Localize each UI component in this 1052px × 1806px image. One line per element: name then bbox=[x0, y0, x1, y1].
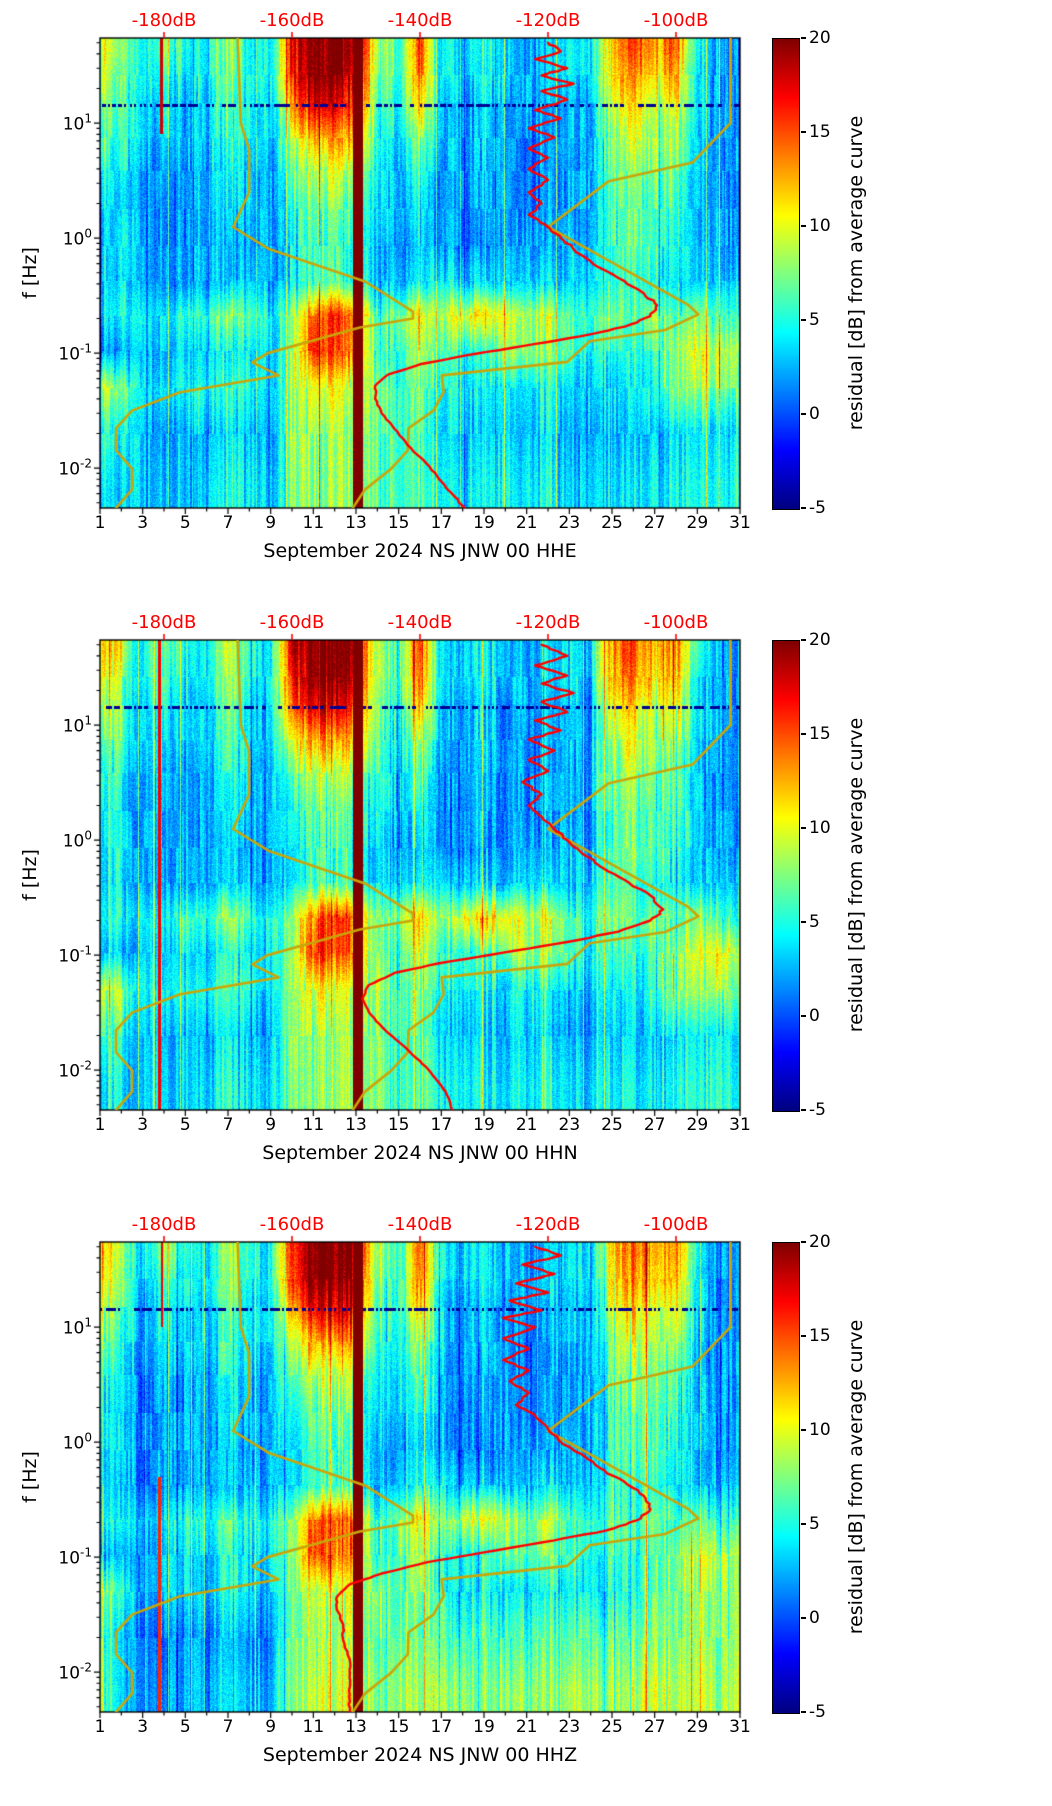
colorbar bbox=[772, 640, 800, 1112]
colorbar-tick-label: 20 bbox=[809, 1232, 831, 1252]
colorbar-label: residual [dB] from average curve bbox=[845, 1319, 867, 1635]
colorbar-tick-mark bbox=[801, 733, 806, 735]
colorbar-tick-mark bbox=[801, 225, 806, 227]
colorbar-tick-label: 5 bbox=[809, 310, 820, 330]
colorbar-label: residual [dB] from average curve bbox=[845, 115, 867, 431]
colorbar-label: residual [dB] from average curve bbox=[845, 717, 867, 1033]
y-tick-label: 10-2 bbox=[58, 456, 92, 480]
colorbar-tick-mark bbox=[801, 1523, 806, 1525]
colorbar-tick-label: -5 bbox=[809, 1100, 826, 1120]
colorbar-tick-mark bbox=[801, 131, 806, 133]
colorbar-tick-label: 10 bbox=[809, 1420, 831, 1440]
axes-and-psd-curves-canvas bbox=[88, 628, 752, 1122]
y-axis-label: f [Hz] bbox=[19, 1451, 41, 1503]
colorbar-tick-mark bbox=[801, 319, 806, 321]
axes-and-psd-curves-canvas bbox=[88, 1230, 752, 1724]
colorbar-tick-mark bbox=[801, 1429, 806, 1431]
colorbar-tick-label: 5 bbox=[809, 1514, 820, 1534]
colorbar-tick-mark bbox=[801, 639, 806, 641]
y-tick-label: 10-1 bbox=[58, 1545, 92, 1569]
spectrogram-plot-hhn bbox=[88, 628, 752, 1122]
colorbar-tick-mark bbox=[801, 1711, 806, 1713]
colorbar-gradient-canvas bbox=[773, 39, 799, 509]
colorbar-tick-mark bbox=[801, 1617, 806, 1619]
colorbar-tick-mark bbox=[801, 1109, 806, 1111]
y-tick-label: 10-1 bbox=[58, 341, 92, 365]
colorbar-tick-label: 10 bbox=[809, 216, 831, 236]
colorbar-gradient-canvas bbox=[773, 1243, 799, 1713]
y-tick-label: 10-1 bbox=[58, 943, 92, 967]
axes-and-psd-curves-canvas bbox=[88, 26, 752, 520]
x-axis-title: September 2024 NS JNW 00 HHN bbox=[262, 1142, 578, 1164]
colorbar-tick-label: 5 bbox=[809, 912, 820, 932]
x-axis-title: September 2024 NS JNW 00 HHZ bbox=[262, 1744, 578, 1766]
colorbar-gradient-canvas bbox=[773, 641, 799, 1111]
y-axis-label: f [Hz] bbox=[19, 247, 41, 299]
colorbar-tick-mark bbox=[801, 1241, 806, 1243]
colorbar-tick-mark bbox=[801, 37, 806, 39]
colorbar bbox=[772, 38, 800, 510]
spectrogram-plot-hhz bbox=[88, 1230, 752, 1724]
colorbar-tick-label: 10 bbox=[809, 818, 831, 838]
colorbar-tick-label: 20 bbox=[809, 630, 831, 650]
colorbar-tick-mark bbox=[801, 1335, 806, 1337]
colorbar-tick-label: 0 bbox=[809, 404, 820, 424]
colorbar-tick-label: -5 bbox=[809, 1702, 826, 1722]
colorbar-tick-mark bbox=[801, 413, 806, 415]
colorbar-tick-mark bbox=[801, 921, 806, 923]
spectrogram-plot-hhe bbox=[88, 26, 752, 520]
x-axis-title: September 2024 NS JNW 00 HHE bbox=[263, 540, 577, 562]
colorbar-tick-label: 0 bbox=[809, 1006, 820, 1026]
colorbar-tick-label: 0 bbox=[809, 1608, 820, 1628]
y-tick-label: 10-2 bbox=[58, 1660, 92, 1684]
colorbar-tick-label: 15 bbox=[809, 724, 831, 744]
y-axis-label: f [Hz] bbox=[19, 849, 41, 901]
colorbar bbox=[772, 1242, 800, 1714]
colorbar-tick-mark bbox=[801, 507, 806, 509]
colorbar-tick-mark bbox=[801, 827, 806, 829]
colorbar-tick-label: 20 bbox=[809, 28, 831, 48]
colorbar-tick-label: 15 bbox=[809, 1326, 831, 1346]
y-tick-label: 10-2 bbox=[58, 1058, 92, 1082]
colorbar-tick-label: 15 bbox=[809, 122, 831, 142]
colorbar-tick-mark bbox=[801, 1015, 806, 1017]
colorbar-tick-label: -5 bbox=[809, 498, 826, 518]
